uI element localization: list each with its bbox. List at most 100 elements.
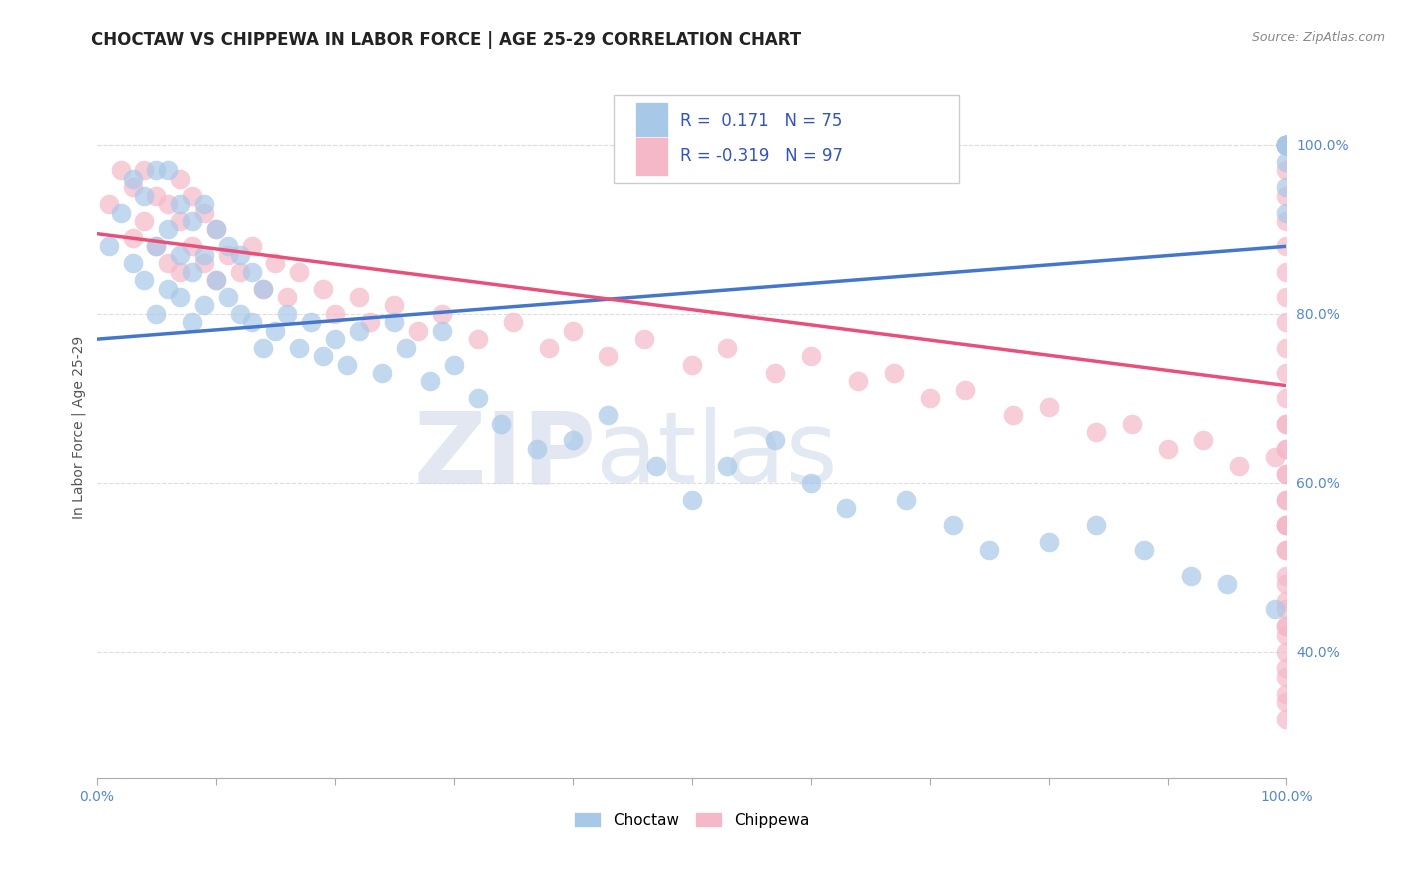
Point bbox=[1275, 265, 1298, 279]
Point bbox=[121, 180, 143, 194]
Point bbox=[1275, 644, 1298, 658]
Point bbox=[97, 197, 120, 211]
Point bbox=[1275, 138, 1298, 153]
Point bbox=[323, 332, 346, 346]
Point bbox=[1132, 543, 1154, 558]
Point bbox=[323, 307, 346, 321]
Point bbox=[193, 248, 215, 262]
Point bbox=[228, 307, 250, 321]
Point bbox=[121, 171, 143, 186]
Point bbox=[371, 366, 394, 380]
Point bbox=[1275, 492, 1298, 507]
Point bbox=[217, 290, 239, 304]
Point bbox=[835, 501, 858, 516]
Point bbox=[157, 222, 180, 236]
Point bbox=[1275, 467, 1298, 482]
Point bbox=[1216, 577, 1239, 591]
Point bbox=[1275, 442, 1298, 456]
Point bbox=[894, 492, 917, 507]
Point bbox=[1275, 628, 1298, 642]
Point bbox=[526, 442, 548, 456]
Point bbox=[1275, 138, 1298, 153]
Point bbox=[430, 324, 453, 338]
Point bbox=[1275, 467, 1298, 482]
Point bbox=[240, 315, 263, 329]
FancyBboxPatch shape bbox=[614, 95, 959, 183]
Point bbox=[763, 434, 786, 448]
Point bbox=[942, 517, 965, 532]
Point bbox=[347, 324, 370, 338]
Point bbox=[1275, 661, 1298, 675]
Point bbox=[1275, 670, 1298, 684]
Point bbox=[1275, 517, 1298, 532]
Point bbox=[134, 163, 156, 178]
Point bbox=[252, 281, 274, 295]
Point bbox=[430, 307, 453, 321]
Text: ZIP: ZIP bbox=[413, 408, 596, 504]
Point bbox=[382, 298, 405, 312]
Point bbox=[1275, 138, 1298, 153]
Point bbox=[1275, 695, 1298, 709]
Point bbox=[1275, 341, 1298, 355]
Point bbox=[1275, 180, 1298, 194]
Point bbox=[1156, 442, 1178, 456]
Point bbox=[1001, 408, 1024, 422]
Point bbox=[1121, 417, 1143, 431]
Point bbox=[395, 341, 418, 355]
Point bbox=[134, 214, 156, 228]
Point bbox=[633, 332, 655, 346]
Point bbox=[716, 341, 738, 355]
Point bbox=[561, 324, 583, 338]
Point bbox=[1275, 712, 1298, 726]
Point bbox=[121, 231, 143, 245]
Point bbox=[169, 265, 191, 279]
Point bbox=[1275, 602, 1298, 616]
Point bbox=[537, 341, 560, 355]
Legend: Choctaw, Chippewa: Choctaw, Chippewa bbox=[568, 805, 815, 834]
Point bbox=[252, 281, 274, 295]
Text: R = -0.319   N = 97: R = -0.319 N = 97 bbox=[679, 147, 842, 166]
Point bbox=[1275, 138, 1298, 153]
Point bbox=[204, 222, 226, 236]
Point bbox=[846, 375, 869, 389]
Point bbox=[181, 265, 204, 279]
Point bbox=[312, 281, 335, 295]
Point bbox=[382, 315, 405, 329]
Text: atlas: atlas bbox=[596, 408, 838, 504]
Point bbox=[561, 434, 583, 448]
Point bbox=[217, 248, 239, 262]
Point bbox=[145, 163, 167, 178]
Point bbox=[918, 392, 941, 406]
Bar bbox=[634, 102, 668, 140]
Point bbox=[1275, 687, 1298, 701]
Point bbox=[491, 417, 513, 431]
Point bbox=[240, 239, 263, 253]
Point bbox=[181, 188, 204, 202]
Point bbox=[312, 349, 335, 363]
Point bbox=[1275, 138, 1298, 153]
Point bbox=[1275, 138, 1298, 153]
Point bbox=[347, 290, 370, 304]
Point bbox=[264, 256, 287, 270]
Point bbox=[502, 315, 524, 329]
Point bbox=[134, 188, 156, 202]
Point bbox=[419, 375, 441, 389]
Point bbox=[204, 273, 226, 287]
Point bbox=[145, 239, 167, 253]
Point bbox=[193, 298, 215, 312]
Point bbox=[299, 315, 322, 329]
Point bbox=[264, 324, 287, 338]
Point bbox=[204, 273, 226, 287]
Point bbox=[1275, 366, 1298, 380]
Point bbox=[1275, 188, 1298, 202]
Point bbox=[157, 281, 180, 295]
Bar bbox=[634, 137, 668, 176]
Point bbox=[1275, 138, 1298, 153]
Point bbox=[645, 458, 668, 473]
Point bbox=[1275, 392, 1298, 406]
Point bbox=[1275, 543, 1298, 558]
Point bbox=[252, 341, 274, 355]
Point bbox=[681, 358, 703, 372]
Point bbox=[145, 239, 167, 253]
Point bbox=[1275, 154, 1298, 169]
